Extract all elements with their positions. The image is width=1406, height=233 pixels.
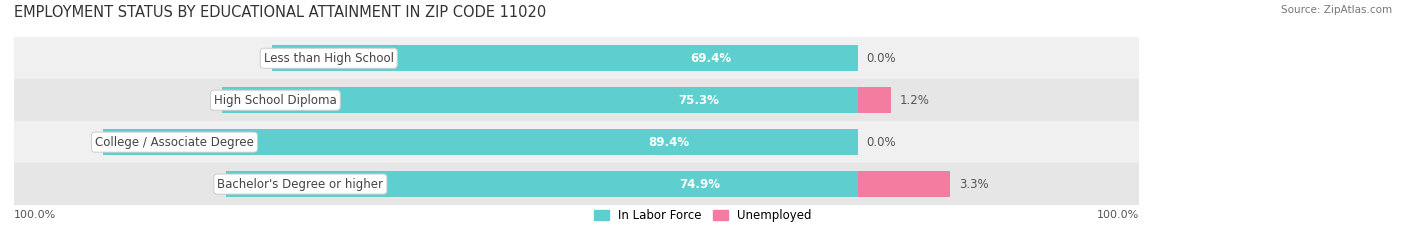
Text: 75.3%: 75.3% <box>679 94 720 107</box>
Text: Source: ZipAtlas.com: Source: ZipAtlas.com <box>1281 5 1392 15</box>
Bar <box>858 79 1139 121</box>
Bar <box>14 79 858 121</box>
Bar <box>104 129 858 155</box>
Text: 69.4%: 69.4% <box>690 52 733 65</box>
Text: 1.2%: 1.2% <box>900 94 929 107</box>
Text: College / Associate Degree: College / Associate Degree <box>96 136 254 149</box>
Text: 100.0%: 100.0% <box>1097 210 1139 220</box>
Legend: In Labor Force, Unemployed: In Labor Force, Unemployed <box>589 205 817 227</box>
Text: Bachelor's Degree or higher: Bachelor's Degree or higher <box>218 178 384 191</box>
Text: EMPLOYMENT STATUS BY EDUCATIONAL ATTAINMENT IN ZIP CODE 11020: EMPLOYMENT STATUS BY EDUCATIONAL ATTAINM… <box>14 5 547 20</box>
Bar <box>858 87 891 113</box>
Bar <box>858 121 1139 163</box>
Text: 0.0%: 0.0% <box>866 136 896 149</box>
Text: 0.0%: 0.0% <box>866 52 896 65</box>
Bar <box>14 121 858 163</box>
Text: Less than High School: Less than High School <box>264 52 394 65</box>
Text: 89.4%: 89.4% <box>648 136 690 149</box>
Text: 74.9%: 74.9% <box>679 178 720 191</box>
Bar <box>226 171 858 197</box>
Bar <box>858 163 1139 205</box>
Bar <box>14 163 858 205</box>
Bar <box>858 37 1139 79</box>
Text: 3.3%: 3.3% <box>959 178 988 191</box>
Bar <box>14 37 858 79</box>
Text: 100.0%: 100.0% <box>14 210 56 220</box>
Text: High School Diploma: High School Diploma <box>214 94 337 107</box>
Bar <box>858 171 950 197</box>
Bar <box>222 87 858 113</box>
Bar <box>273 45 858 71</box>
